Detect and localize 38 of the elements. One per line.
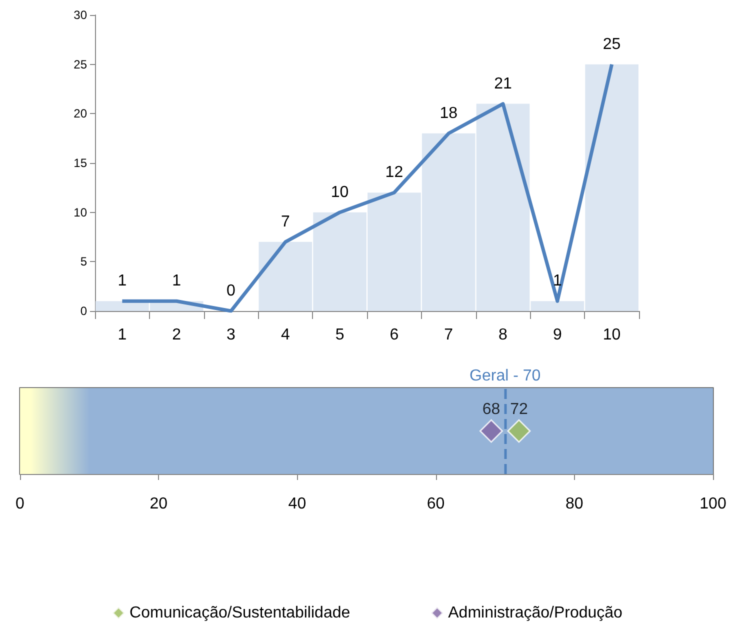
x-tick-label: 4 — [280, 326, 290, 344]
legend-label: Administração/Produção — [448, 604, 623, 622]
x-tick-label: 0 — [16, 496, 25, 512]
y-tick-label: 15 — [74, 156, 88, 170]
x-tick-label: 6 — [390, 326, 399, 344]
data-label: 72 — [510, 400, 528, 418]
x-tick-label: 100 — [700, 496, 726, 512]
x-tick-label: 60 — [426, 496, 445, 512]
data-label: 12 — [385, 164, 404, 182]
x-tick-label: 3 — [226, 326, 236, 344]
data-label: 18 — [440, 104, 458, 122]
y-tick-label: 20 — [74, 106, 88, 121]
x-tick-label: 1 — [118, 326, 127, 344]
x-tick-label: 20 — [150, 496, 168, 512]
data-label: 25 — [602, 36, 621, 53]
data-label: 7 — [280, 213, 290, 230]
data-label: 1 — [118, 272, 127, 290]
y-tick-label: 5 — [80, 254, 88, 269]
x-tick-label: 7 — [444, 326, 454, 344]
x-tick-label: 9 — [552, 326, 562, 344]
legend-label: Comunicação/Sustentabilidade — [130, 604, 350, 622]
x-tick-label: 40 — [288, 496, 306, 512]
ref-line-label: Geral - 70 — [470, 368, 541, 384]
data-label: 68 — [482, 400, 500, 418]
x-tick-label: 10 — [602, 326, 621, 344]
x-tick-label: 5 — [335, 326, 344, 344]
x-tick-label: 2 — [172, 326, 182, 344]
data-label: 0 — [226, 282, 236, 300]
y-tick-label: 0 — [80, 304, 88, 318]
x-tick-label: 80 — [566, 496, 584, 512]
data-label: 10 — [330, 184, 349, 201]
line-series — [120, 62, 614, 313]
data-label: 21 — [494, 75, 512, 92]
x-tick-label: 8 — [498, 326, 508, 344]
y-tick-label: 30 — [74, 8, 88, 22]
data-label: 1 — [172, 272, 182, 290]
y-tick-label: 10 — [74, 205, 88, 220]
y-tick-label: 25 — [74, 57, 88, 72]
